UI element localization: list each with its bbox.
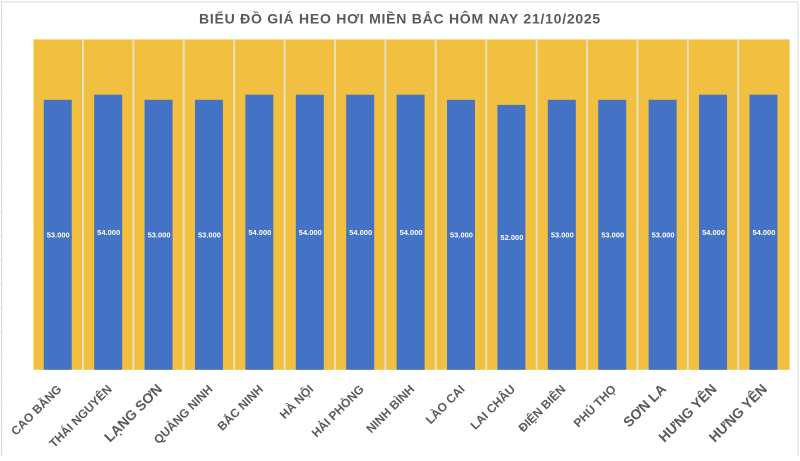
svg-text:54.000: 54.000 <box>400 228 423 237</box>
svg-text:54.000: 54.000 <box>752 228 775 237</box>
svg-text:53.000: 53.000 <box>551 231 574 240</box>
svg-text:54.000: 54.000 <box>702 228 725 237</box>
svg-text:54.000: 54.000 <box>97 228 120 237</box>
svg-text:54.000: 54.000 <box>349 228 372 237</box>
svg-text:53.000: 53.000 <box>601 231 624 240</box>
svg-text:54.000: 54.000 <box>299 228 322 237</box>
svg-text:53.000: 53.000 <box>652 231 675 240</box>
svg-text:53.000: 53.000 <box>198 231 221 240</box>
svg-text:53.000: 53.000 <box>148 231 171 240</box>
svg-text:53.000: 53.000 <box>450 231 473 240</box>
svg-text:52.000: 52.000 <box>500 233 523 242</box>
svg-text:53.000: 53.000 <box>47 231 70 240</box>
svg-text:54.000: 54.000 <box>248 228 271 237</box>
svg-text:BIỂU ĐỒ GIÁ HEO HƠI MIỀN BẮC H: BIỂU ĐỒ GIÁ HEO HƠI MIỀN BẮC HÔM NAY 21/… <box>199 9 601 26</box>
